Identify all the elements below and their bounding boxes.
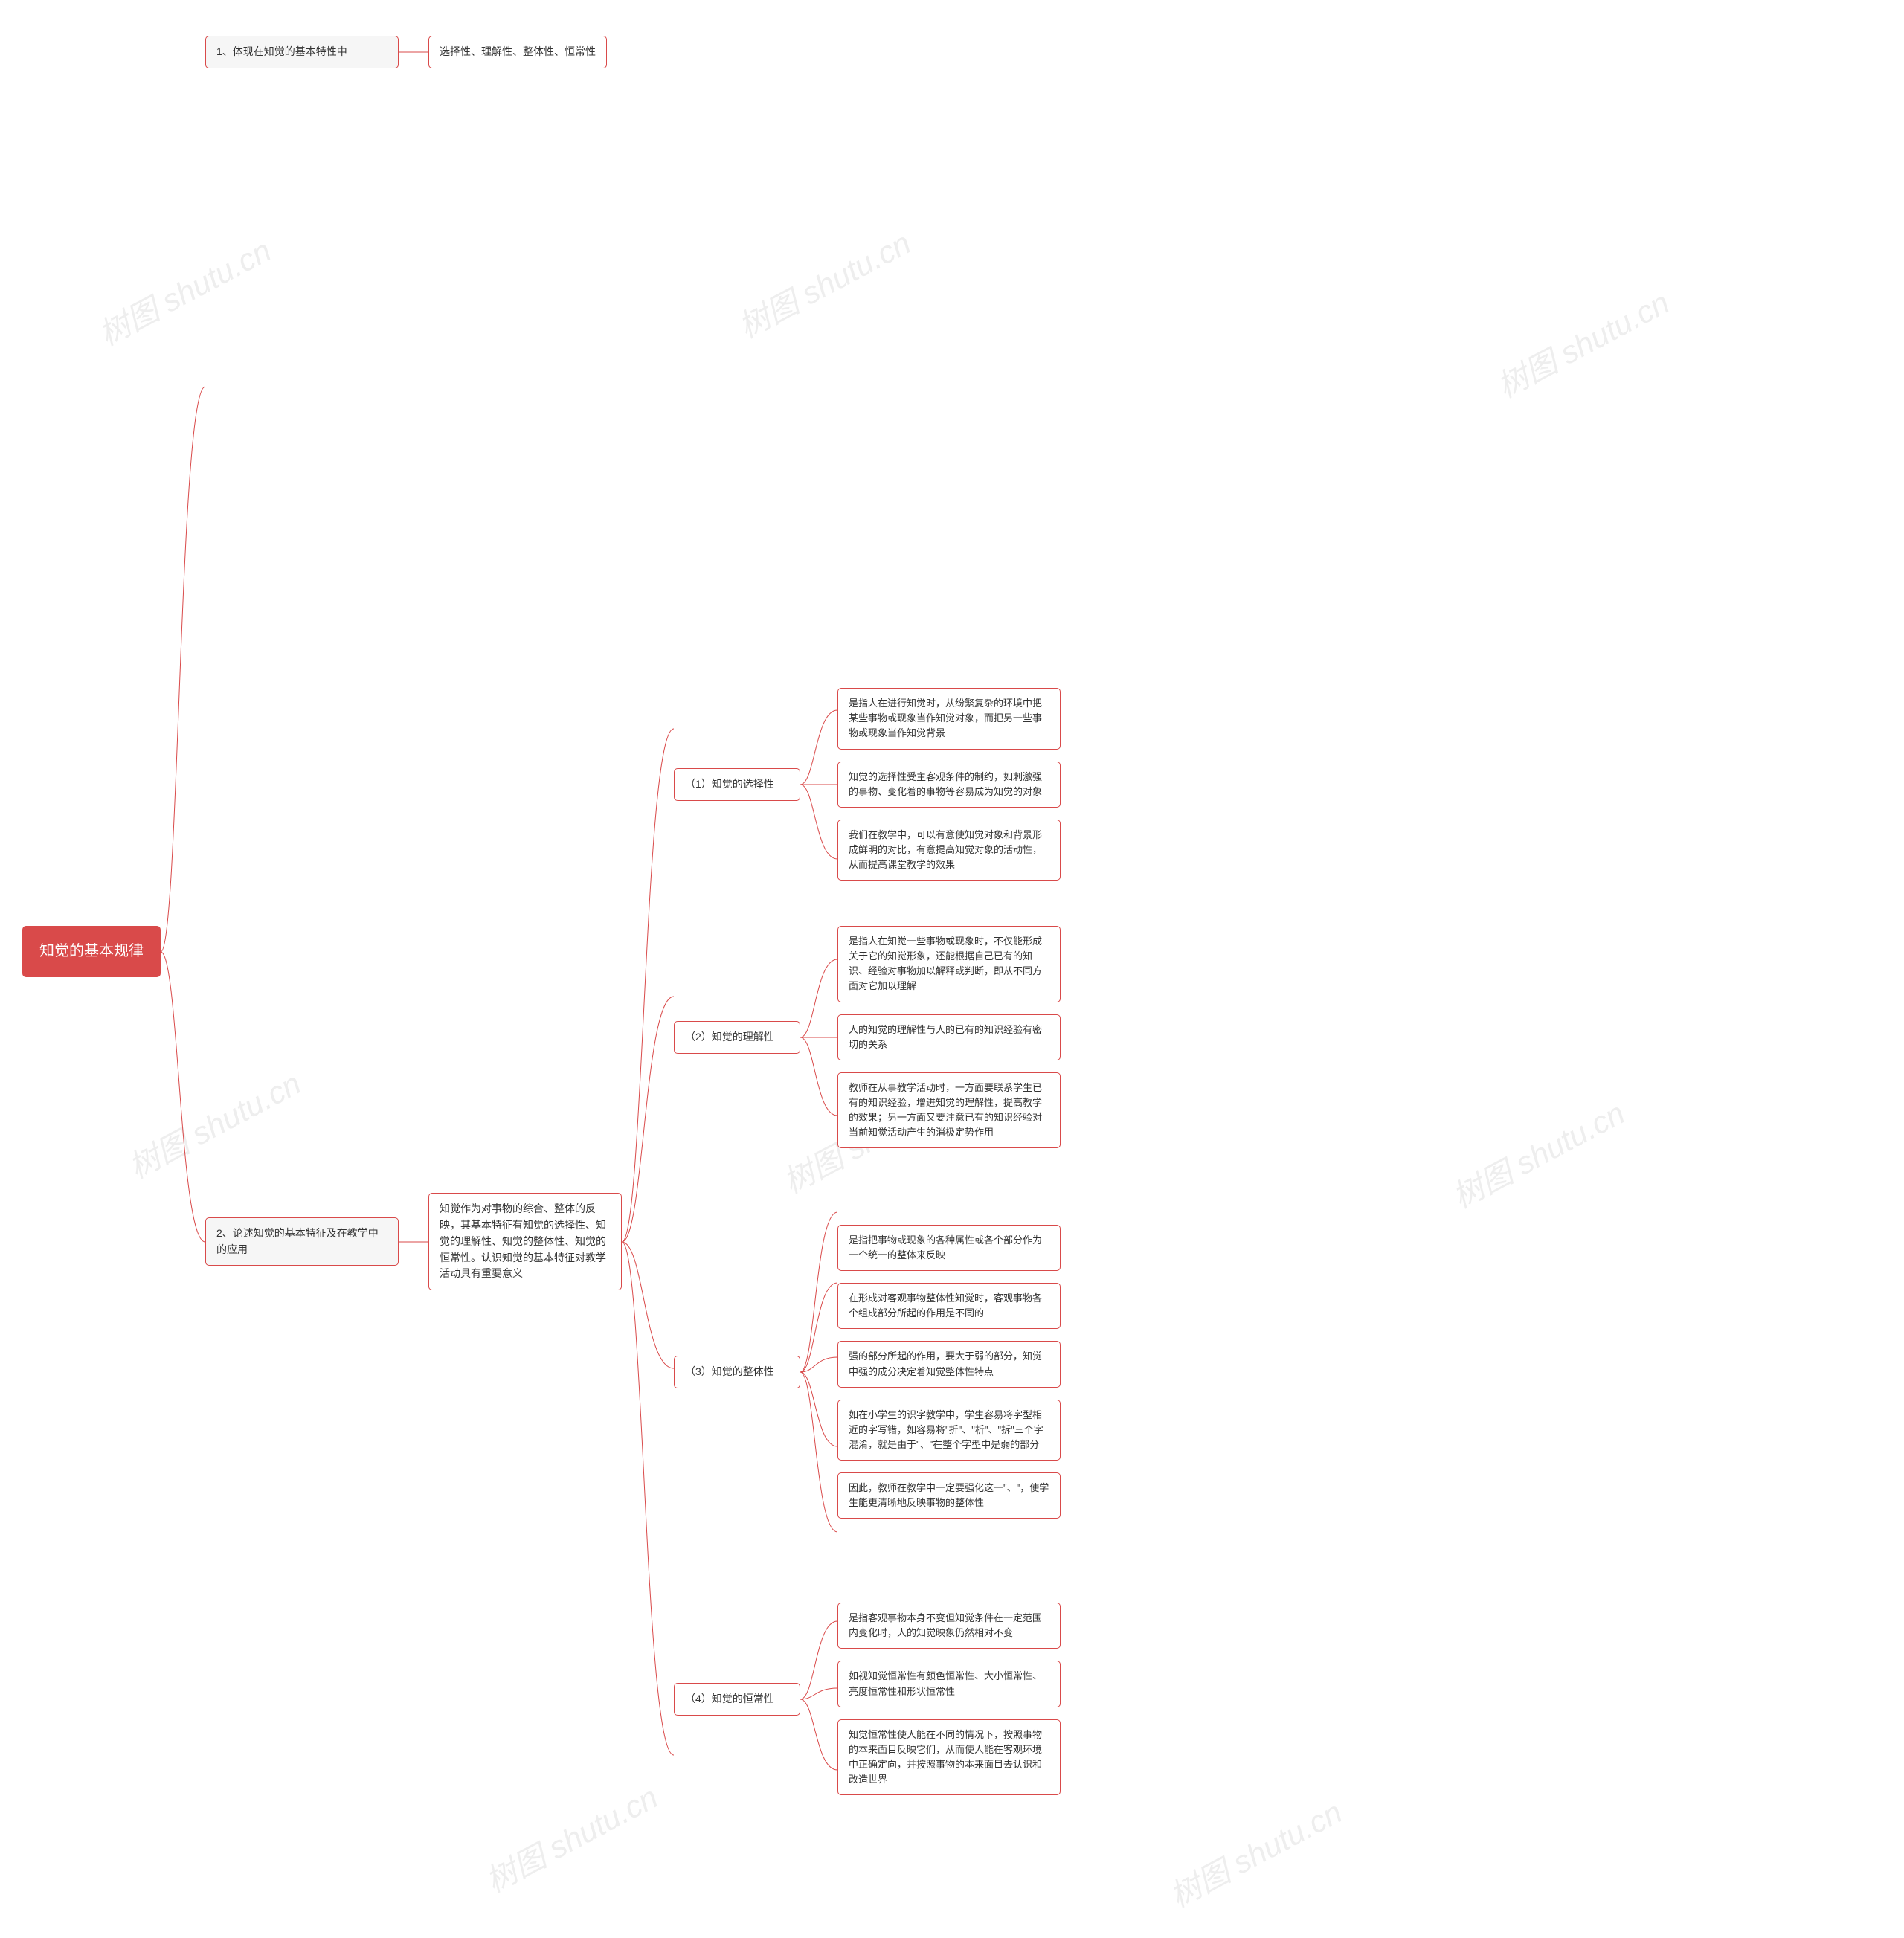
connector-s1 [399,37,428,67]
sub3-item: 因此，教师在教学中一定要强化这一"、"，使学生能更清晰地反映事物的整体性 [837,1472,1061,1519]
sub1-item: 我们在教学中，可以有意使知觉对象和背景形成鲜明的对比，有意提高知觉对象的活动性，… [837,820,1061,881]
connector-sub1 [800,673,837,896]
mindmap-root-container: 知觉的基本规律 1、体现在知觉的基本特性中 选择性、理解性、整体性、恒常性 2、… [22,30,1882,1874]
connector-sub4 [800,1588,837,1811]
sub1-item: 是指人在进行知觉时，从纷繁复杂的环境中把某些事物或现象当作知觉对象，而把另一些事… [837,688,1061,749]
sub1-branch: （1）知觉的选择性 是指人在进行知觉时，从纷繁复杂的环境中把某些事物或现象当作知… [674,673,1061,896]
sub3-title: （3）知觉的整体性 [674,1356,800,1388]
sub3-item: 强的部分所起的作用，要大于弱的部分，知觉中强的成分决定着知觉整体性特点 [837,1341,1061,1387]
sub4-branch: （4）知觉的恒常性 是指客观事物本身不变但知觉条件在一定范围内变化时，人的知觉映… [674,1588,1061,1811]
sub2-title: （2）知觉的理解性 [674,1021,800,1054]
sub1-item: 知觉的选择性受主客观条件的制约，如刺激强的事物、变化着的事物等容易成为知觉的对象 [837,762,1061,808]
sub2-branch: （2）知觉的理解性 是指人在知觉一些事物或现象时，不仅能形成关于它的知觉形象，还… [674,918,1061,1156]
branch-section-1: 1、体现在知觉的基本特性中 选择性、理解性、整体性、恒常性 [205,30,1061,74]
sub3-item: 是指把事物或现象的各种属性或各个部分作为一个统一的整体来反映 [837,1225,1061,1271]
spacer [674,1565,1061,1588]
connector-s2a [399,1227,428,1257]
sub4-title: （4）知觉的恒常性 [674,1683,800,1716]
section-1-title: 1、体现在知觉的基本特性中 [205,36,399,68]
sub1-title: （1）知觉的选择性 [674,768,800,801]
sub4-item: 如视知觉恒常性有颜色恒常性、大小恒常性、亮度恒常性和形状恒常性 [837,1661,1061,1707]
sub2-item: 人的知觉的理解性与人的已有的知识经验有密切的关系 [837,1014,1061,1060]
section-1-leaf: 选择性、理解性、整体性、恒常性 [428,36,607,68]
branch-section-2: 2、论述知觉的基本特征及在教学中的应用 知觉作为对事物的综合、整体的反映，其基本… [205,610,1061,1874]
connector-sub2 [800,918,837,1156]
spacer [674,896,1061,918]
connector-s2-subs [622,610,674,1874]
section-2-desc: 知觉作为对事物的综合、整体的反映，其基本特征有知觉的选择性、知觉的理解性、知觉的… [428,1193,622,1290]
root-node: 知觉的基本规律 [22,926,161,977]
sub3-branch: （3）知觉的整体性 是指把事物或现象的各种属性或各个部分作为一个统一的整体来反映… [674,1179,1061,1565]
spacer [205,74,1061,610]
sub4-item: 知觉恒常性使人能在不同的情况下，按照事物的本来面目反映它们，从而使人能在客观环境… [837,1719,1061,1796]
sub3-item: 如在小学生的识字教学中，学生容易将字型相近的字写错，如容易将"折"、"析"、"拆… [837,1400,1061,1461]
section-2-title: 2、论述知觉的基本特征及在教学中的应用 [205,1217,399,1266]
connector-root [161,357,205,1547]
spacer [674,1156,1061,1179]
sub4-item: 是指客观事物本身不变但知觉条件在一定范围内变化时，人的知觉映象仍然相对不变 [837,1603,1061,1649]
sub2-item: 是指人在知觉一些事物或现象时，不仅能形成关于它的知觉形象，还能根据自己已有的知识… [837,926,1061,1002]
connector-sub3 [800,1179,837,1565]
sub2-item: 教师在从事教学活动时，一方面要联系学生已有的知识经验，增进知觉的理解性，提高教学… [837,1072,1061,1149]
sub3-item: 在形成对客观事物整体性知觉时，客观事物各个组成部分所起的作用是不同的 [837,1283,1061,1329]
